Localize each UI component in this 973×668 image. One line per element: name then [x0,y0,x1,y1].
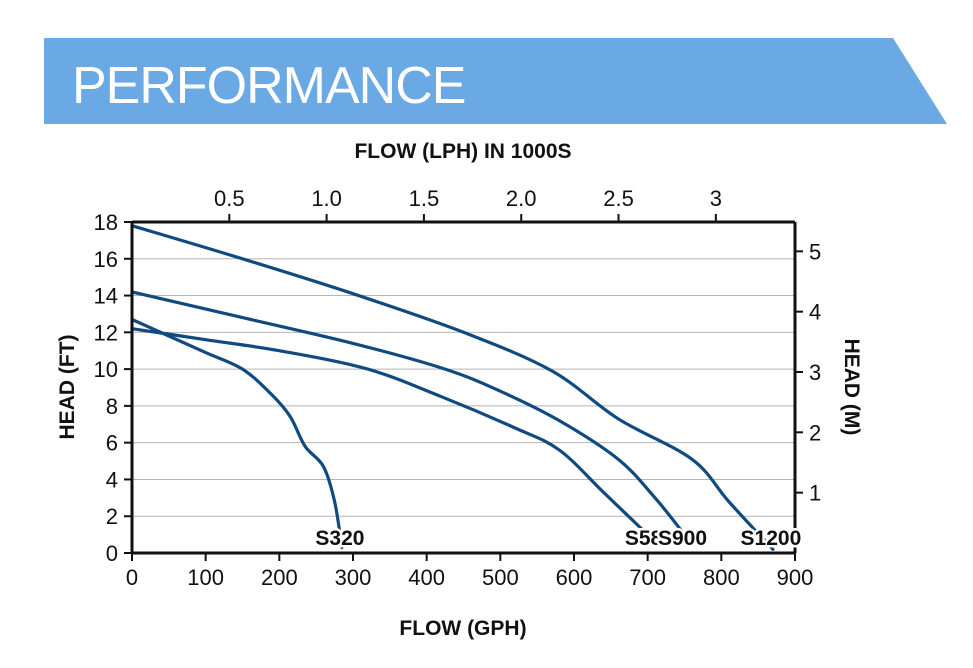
series-label-s900: S900 [658,527,707,550]
left-tick-label: 6 [106,431,118,456]
axes [130,220,797,555]
left-tick-label: 8 [106,394,118,419]
series-line-s900 [130,290,687,537]
series-lines [130,224,775,551]
bottom-tick-label: 0 [126,565,138,590]
banner: PERFORMANCE [44,38,947,124]
right-tick-label: 4 [809,300,821,325]
left-tick-label: 18 [94,210,118,235]
right-axis-title: HEAD (M) [840,339,863,436]
left-tick-label: 14 [94,284,118,309]
series-line-s580 [130,327,653,540]
series-line-s1200 [130,224,775,551]
bottom-tick-label: 100 [187,565,224,590]
page-title: PERFORMANCE [72,57,465,115]
bottom-tick-label: 800 [703,565,740,590]
left-tick-label: 4 [106,467,118,492]
bottom-tick-label: 600 [556,565,593,590]
bottom-tick-label: 900 [777,565,814,590]
bottom-tick-label: 700 [629,565,666,590]
right-tick-label: 5 [809,239,821,264]
top-tick-label: 3 [710,186,722,211]
top-axis-title: FLOW (LPH) IN 1000S [354,140,571,163]
series-line-s320 [130,317,344,550]
left-tick-label: 0 [106,541,118,566]
bottom-tick-label: 500 [482,565,519,590]
left-tick-label: 10 [94,357,118,382]
series-label-s580: S580 [625,527,674,550]
left-tick-label: 2 [106,504,118,529]
top-tick-label: 2.0 [506,186,537,211]
grid-lines [132,258,795,517]
series-label-s320: S320 [315,527,364,550]
series-label-s1200: S1200 [741,527,802,550]
bottom-tick-label: 300 [335,565,372,590]
top-tick-label: 1.0 [311,186,342,211]
right-tick-label: 1 [809,481,821,506]
left-tick-label: 16 [94,247,118,272]
bottom-axis-title: FLOW (GPH) [399,617,526,640]
right-tick-label: 3 [809,360,821,385]
bottom-tick-label: 200 [261,565,298,590]
bottom-tick-label: 400 [408,565,445,590]
top-tick-label: 0.5 [214,186,245,211]
top-tick-label: 1.5 [409,186,440,211]
left-axis-title: HEAD (FT) [56,335,79,440]
left-tick-label: 12 [94,320,118,345]
banner-background [44,38,947,124]
top-tick-label: 2.5 [603,186,634,211]
right-tick-label: 2 [809,420,821,445]
